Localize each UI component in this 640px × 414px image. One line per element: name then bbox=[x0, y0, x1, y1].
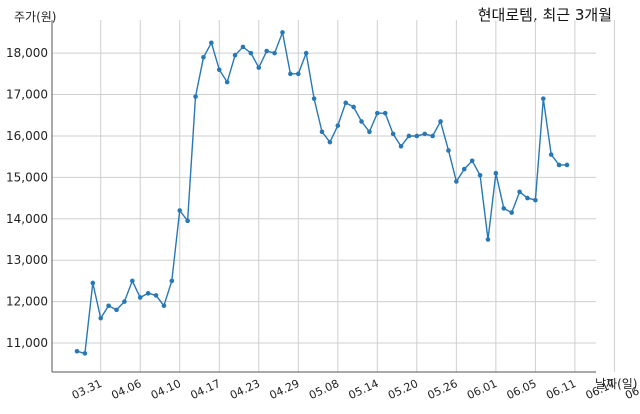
data-point bbox=[327, 139, 333, 145]
data-point bbox=[114, 307, 119, 313]
data-point bbox=[137, 295, 143, 300]
data-point bbox=[90, 280, 96, 286]
x-tick-label: 06.11 bbox=[544, 377, 578, 402]
data-point bbox=[485, 237, 491, 242]
grid-layer bbox=[52, 20, 615, 372]
data-point bbox=[130, 278, 135, 284]
data-point bbox=[209, 40, 214, 46]
data-point bbox=[461, 166, 467, 172]
data-point bbox=[564, 162, 570, 168]
x-tick-label: 06.17 bbox=[584, 377, 618, 402]
x-tick-label: 03.31 bbox=[70, 377, 104, 402]
data-point bbox=[248, 50, 254, 56]
data-point bbox=[509, 210, 514, 215]
x-tick-label: 06.23 bbox=[623, 377, 640, 402]
data-point bbox=[533, 197, 538, 203]
x-tick-label: 05.08 bbox=[307, 377, 341, 402]
data-point bbox=[303, 50, 309, 56]
data-point bbox=[422, 131, 428, 137]
data-point bbox=[438, 119, 443, 124]
y-tick-label: 11,000 bbox=[6, 336, 48, 350]
y-tick-label: 16,000 bbox=[6, 129, 48, 143]
data-point bbox=[406, 133, 412, 139]
series-line bbox=[76, 29, 567, 355]
data-point bbox=[343, 100, 349, 106]
data-point bbox=[556, 162, 562, 168]
data-point bbox=[319, 129, 325, 135]
data-point bbox=[398, 144, 404, 149]
data-point bbox=[161, 303, 167, 309]
y-tick-label: 12,000 bbox=[6, 295, 48, 309]
data-point bbox=[501, 206, 507, 211]
y-tick-label: 18,000 bbox=[6, 46, 48, 60]
x-axis-label: 날짜(일) bbox=[595, 377, 638, 391]
data-point bbox=[359, 119, 364, 124]
data-point bbox=[414, 133, 420, 139]
data-point bbox=[335, 123, 341, 128]
data-point bbox=[288, 71, 293, 77]
x-tick-label: 04.06 bbox=[109, 377, 143, 402]
chart-title: 현대로템, 최근 3개월 bbox=[477, 6, 612, 24]
x-tick-label: 05.26 bbox=[426, 377, 460, 402]
data-point bbox=[74, 348, 80, 354]
data-point bbox=[469, 158, 475, 164]
data-point bbox=[122, 299, 127, 304]
x-tick-label: 04.10 bbox=[149, 377, 183, 402]
data-point bbox=[185, 218, 190, 224]
y-tick-label: 13,000 bbox=[6, 253, 48, 267]
x-tick-label: 04.23 bbox=[228, 377, 262, 402]
x-tick-label: 04.17 bbox=[188, 377, 222, 402]
data-point bbox=[201, 54, 206, 60]
data-point bbox=[169, 278, 175, 284]
y-tick-label: 15,000 bbox=[6, 170, 48, 184]
data-point bbox=[224, 79, 230, 85]
data-point bbox=[153, 293, 159, 298]
data-point bbox=[232, 52, 238, 58]
data-point bbox=[446, 148, 451, 153]
y-axis-label: 주가(원) bbox=[14, 10, 57, 24]
data-point bbox=[177, 208, 183, 213]
point-layer bbox=[74, 30, 570, 356]
x-tick-label: 05.20 bbox=[386, 377, 420, 402]
data-point bbox=[430, 133, 435, 139]
y-tick-label: 14,000 bbox=[6, 212, 48, 226]
data-point bbox=[145, 291, 151, 296]
data-point bbox=[240, 44, 246, 50]
data-point bbox=[454, 179, 459, 184]
data-point bbox=[517, 189, 522, 195]
x-tick-label: 05.14 bbox=[347, 377, 381, 402]
data-point bbox=[264, 48, 269, 54]
data-point bbox=[295, 71, 301, 77]
data-point bbox=[382, 110, 388, 116]
data-point bbox=[540, 96, 546, 101]
data-point bbox=[98, 315, 104, 321]
data-point bbox=[390, 131, 396, 137]
data-point bbox=[311, 96, 317, 101]
data-point bbox=[82, 351, 88, 356]
x-tick-label: 06.05 bbox=[505, 377, 539, 402]
data-point bbox=[216, 67, 222, 72]
data-point bbox=[375, 110, 380, 116]
x-tick-label: 04.29 bbox=[268, 377, 302, 402]
data-point bbox=[548, 152, 554, 157]
data-point bbox=[351, 104, 356, 110]
data-point bbox=[272, 50, 277, 56]
data-point bbox=[280, 30, 285, 35]
data-point bbox=[525, 195, 530, 201]
data-point bbox=[477, 172, 483, 178]
data-point bbox=[367, 129, 372, 135]
data-point bbox=[106, 303, 111, 309]
data-point bbox=[256, 65, 262, 70]
data-point bbox=[493, 170, 499, 176]
x-tick-label: 06.01 bbox=[465, 377, 499, 402]
data-point bbox=[193, 94, 198, 99]
line-layer bbox=[76, 29, 567, 355]
y-tick-label: 17,000 bbox=[6, 88, 48, 102]
